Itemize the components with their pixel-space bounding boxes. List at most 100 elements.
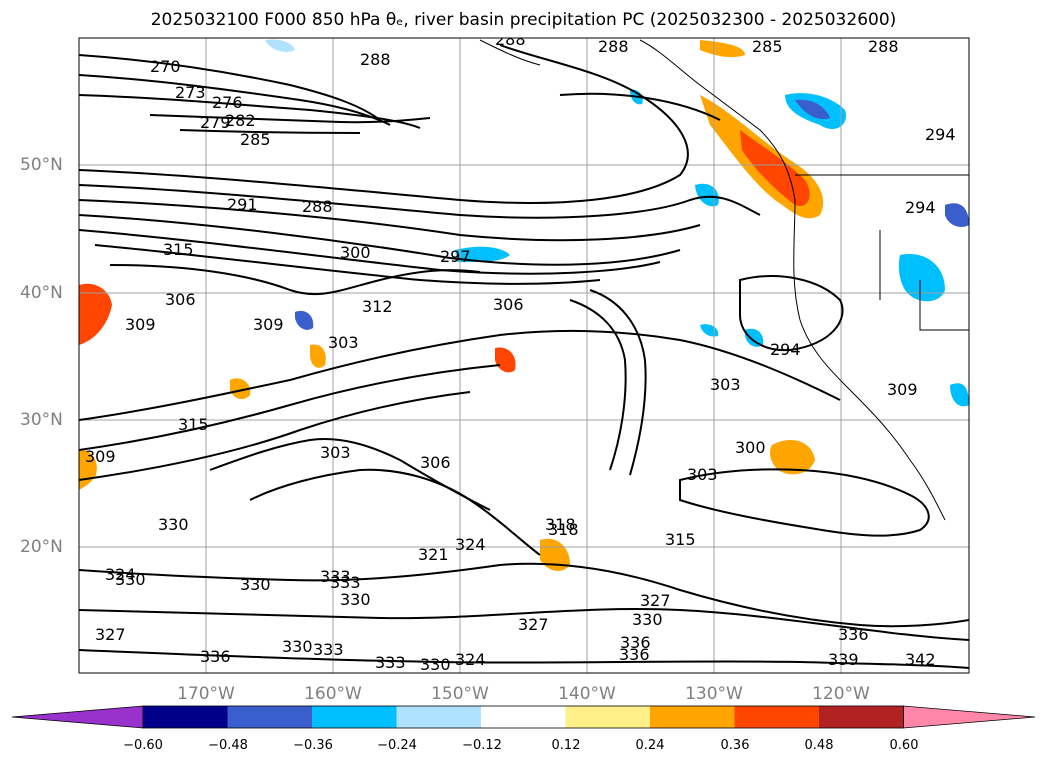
precip-neg-patch <box>745 328 764 347</box>
contour-label: 294 <box>925 125 956 144</box>
precip-pos-patch <box>495 347 516 373</box>
map-frame <box>78 37 970 674</box>
contour-label: 300 <box>340 243 371 262</box>
lon-label-160w: 160°W <box>304 684 362 704</box>
colorbar-segment <box>227 706 312 728</box>
colorbar-segment <box>650 706 735 728</box>
contour-label: 318 <box>548 520 579 539</box>
contour-label: 333 <box>313 640 344 659</box>
lat-label-50n: 50°N <box>20 155 63 175</box>
contour-label: 285 <box>240 130 271 149</box>
contour-label: 282 <box>225 111 256 130</box>
theta-e-contours <box>79 44 969 669</box>
contour-label: 330 <box>115 570 146 589</box>
colorbar-extend-high <box>903 705 1036 729</box>
contour-label: 327 <box>95 625 126 644</box>
contour-label: 333 <box>320 567 351 586</box>
precip-neg-patch <box>700 324 719 337</box>
colorbar-tick: −0.48 <box>208 738 248 753</box>
contour-label: 303 <box>328 333 359 352</box>
colorbar-tick: 0.60 <box>889 738 919 753</box>
contour-label: 309 <box>125 315 156 334</box>
contour-label: 324 <box>455 535 486 554</box>
contour-label: 291 <box>227 195 258 214</box>
contour-label: 330 <box>282 637 313 656</box>
precip-pos-patch <box>700 40 745 58</box>
colorbar-tick: 0.36 <box>720 738 750 753</box>
contour-label: 309 <box>253 315 284 334</box>
contour-label: 327 <box>518 615 549 634</box>
contour-label: 303 <box>320 443 351 462</box>
contour-label: 324 <box>105 565 136 584</box>
precip-pos-patch <box>79 283 112 345</box>
colorbar-tick: −0.60 <box>123 738 163 753</box>
contour-label: 312 <box>362 297 393 316</box>
precip-neg-patch <box>295 310 314 330</box>
map-title: 2025032100 F000 850 hPa θₑ, river basin … <box>150 10 897 30</box>
colorbar-segment <box>143 706 228 728</box>
contour-label: 294 <box>905 198 936 217</box>
contour-label: 318 <box>545 515 576 534</box>
contour-label: 309 <box>887 380 918 399</box>
contour-label: 288 <box>868 37 899 56</box>
contour-label: 294 <box>770 340 801 359</box>
precip-neg-patch <box>898 254 945 302</box>
contour-label: 330 <box>632 610 663 629</box>
contour-label: 306 <box>420 453 451 472</box>
precip-pos-patch <box>770 440 815 475</box>
lat-label-40n: 40°N <box>20 283 63 303</box>
lon-label-140w: 140°W <box>558 684 616 704</box>
graticule <box>79 38 969 673</box>
colorbar-tick: 0.48 <box>804 738 834 753</box>
contour-label: 321 <box>418 545 449 564</box>
contour-label: 336 <box>620 633 651 652</box>
lon-label-150w: 150°W <box>431 684 489 704</box>
precip-neg-patch <box>265 39 295 52</box>
contour-label: 330 <box>340 590 371 609</box>
contour-label: 303 <box>687 465 718 484</box>
contour-label: 297 <box>440 247 471 266</box>
precip-pos-patch <box>230 378 251 400</box>
colorbar-tick: 0.24 <box>635 738 665 753</box>
contour-label: 336 <box>838 625 869 644</box>
contour-label: 315 <box>163 240 194 259</box>
contour-label: 288 <box>598 37 629 56</box>
contour-label: 333 <box>330 573 361 592</box>
contour-label: 300 <box>735 438 766 457</box>
colorbar-segment <box>396 706 481 728</box>
contour-label: 288 <box>495 30 526 49</box>
lat-label-20n: 20°N <box>20 537 63 557</box>
colorbar <box>11 705 1036 729</box>
colorbar-segment <box>819 706 904 728</box>
precip-neg-patch <box>455 246 510 263</box>
contour-label: 303 <box>710 375 741 394</box>
colorbar-segment <box>481 706 566 728</box>
contour-label: 315 <box>178 415 209 434</box>
contour-label: 336 <box>619 645 650 664</box>
contour-label: 336 <box>200 647 231 666</box>
colorbar-segment <box>734 706 819 728</box>
colorbar-tick: −0.24 <box>377 738 417 753</box>
colorbar-segment <box>312 706 397 728</box>
contour-label: 306 <box>165 290 196 309</box>
precip-neg-patch <box>695 183 719 207</box>
contour-label: 288 <box>360 50 391 69</box>
contour-label: 342 <box>905 650 936 669</box>
contour-label: 324 <box>455 650 486 669</box>
contour-label: 330 <box>240 575 271 594</box>
coastline-layer <box>479 39 969 521</box>
contour-label: 270 <box>150 57 181 76</box>
colorbar-frame <box>142 705 904 729</box>
contour-label: 327 <box>640 591 671 610</box>
colorbar-tick: −0.36 <box>293 738 333 753</box>
contour-label: 315 <box>665 530 696 549</box>
contour-label: 285 <box>752 37 783 56</box>
colorbar-extend-low <box>11 705 144 729</box>
precip-neg-patch <box>950 383 969 407</box>
lon-label-120w: 120°W <box>812 684 870 704</box>
contour-label: 339 <box>828 650 859 669</box>
colorbar-tick: 0.12 <box>551 738 581 753</box>
contour-label: 279 <box>200 113 231 132</box>
